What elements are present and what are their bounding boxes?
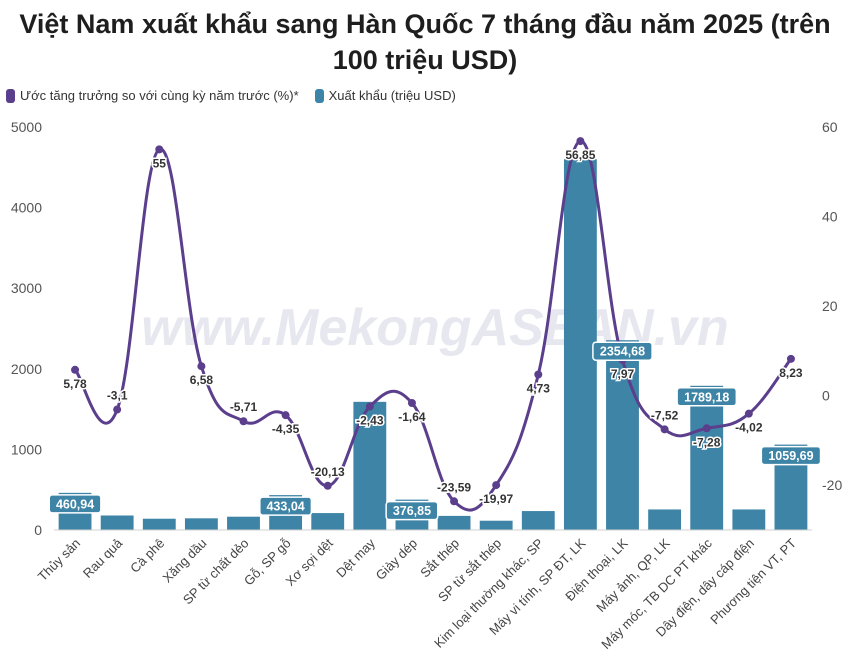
growth-point xyxy=(492,481,501,490)
growth-data-label: -3,1 xyxy=(107,389,128,403)
x-tick-label: Giày dép xyxy=(373,536,420,583)
growth-point xyxy=(239,417,248,426)
growth-line xyxy=(73,139,793,512)
bar-data-label: 433,04 xyxy=(266,500,304,514)
y-left-tick-label: 4000 xyxy=(11,200,42,216)
bar xyxy=(437,515,471,530)
y-right-tick-label: 0 xyxy=(822,388,830,404)
y-right-tick-label: -20 xyxy=(822,477,842,493)
growth-data-label: 7,97 xyxy=(611,367,635,381)
growth-data-label: -7,52 xyxy=(651,408,679,422)
bar xyxy=(479,520,513,530)
chart-title-line-2: 100 triệu USD) xyxy=(332,45,518,75)
y-left-tick-label: 3000 xyxy=(11,280,42,296)
growth-point xyxy=(744,409,753,418)
bar xyxy=(100,515,134,530)
growth-point xyxy=(71,365,80,374)
bar xyxy=(606,340,639,530)
y-left-tick-label: 2000 xyxy=(11,361,42,377)
growth-point xyxy=(281,411,290,420)
growth-data-label: 56,85 xyxy=(565,148,595,162)
bar-data-label: 460,94 xyxy=(56,497,94,511)
bar-data-label-box xyxy=(592,341,653,361)
y-left-tick-label: 5000 xyxy=(11,119,42,135)
growth-point xyxy=(407,399,416,408)
legend-swatch-growth xyxy=(6,88,15,103)
growth-data-label: -1,64 xyxy=(398,410,426,424)
growth-data-label: 6,58 xyxy=(190,373,214,387)
bar xyxy=(563,159,597,531)
growth-data-label: 8,23 xyxy=(779,366,803,380)
bar-data-label-box xyxy=(760,445,822,466)
y-left-tick-label: 0 xyxy=(34,522,42,538)
x-tick-label: Cà phê xyxy=(127,536,167,576)
growth-point xyxy=(450,497,459,506)
growth-point xyxy=(786,354,795,363)
growth-data-label: 5,78 xyxy=(63,377,87,391)
y-right-tick-label: 20 xyxy=(822,298,838,314)
growth-data-label: -2,43 xyxy=(356,414,384,428)
growth-point xyxy=(534,370,543,379)
growth-point xyxy=(113,405,122,414)
bar xyxy=(521,511,555,530)
legend-swatch-export xyxy=(314,88,324,103)
bar xyxy=(648,509,682,530)
growth-data-label: -19,97 xyxy=(479,492,513,506)
x-tick-label: Dệt may xyxy=(333,535,378,580)
y-right-tick-label: 40 xyxy=(822,209,838,225)
growth-point xyxy=(365,402,374,411)
growth-data-label: -4,35 xyxy=(272,422,300,436)
growth-data-label: -23,59 xyxy=(437,480,471,494)
bar-data-label-box xyxy=(48,494,102,514)
growth-point xyxy=(660,425,669,434)
growth-point xyxy=(576,137,585,146)
bar xyxy=(142,518,176,530)
bar-data-label-box xyxy=(676,387,738,407)
bar-data-label: 376,85 xyxy=(393,504,431,518)
growth-point xyxy=(702,424,711,433)
bar xyxy=(227,516,260,530)
bar xyxy=(311,513,345,530)
chart-title-line-1: Việt Nam xuất khẩu sang Hàn Quốc 7 tháng… xyxy=(19,9,831,39)
y-left-tick-label: 1000 xyxy=(11,441,42,457)
bar xyxy=(690,385,724,530)
x-tick-label: Rau quả xyxy=(80,535,126,581)
growth-data-label: 55 xyxy=(153,156,167,170)
legend-item-growth: Ước tăng trưởng so với cùng kỳ năm trước… xyxy=(6,88,299,103)
bar-data-label: 1059,69 xyxy=(768,449,813,463)
legend-item-export: Xuất khẩu (triệu USD) xyxy=(314,88,456,103)
y-right-tick-label: 60 xyxy=(822,119,838,135)
growth-data-label: -4,02 xyxy=(735,421,763,435)
growth-point xyxy=(155,145,164,154)
x-tick-label: Máy ảnh, QP, LK xyxy=(593,535,673,615)
bar xyxy=(184,518,218,530)
bar-data-label-box xyxy=(259,496,313,516)
legend-label-growth: Ước tăng trưởng so với cùng kỳ năm trước… xyxy=(20,88,299,103)
bar xyxy=(732,509,766,530)
chart-title: Việt Nam xuất khẩu sang Hàn Quốc 7 tháng… xyxy=(0,6,850,78)
labels-layer: 5,78 -3,1 55 6,58 -5,71 -4,35 -20,13 -2,43 -1,64… xyxy=(48,147,822,521)
bar-data-label: 2354,68 xyxy=(600,345,645,359)
growth-data-label: -7,28 xyxy=(693,435,721,449)
bar-data-label-box xyxy=(385,500,439,521)
growth-data-label: -20,13 xyxy=(311,465,345,479)
growth-point xyxy=(323,481,332,490)
growth-data-label: 4,73 xyxy=(527,381,551,395)
growth-data-label: -5,71 xyxy=(230,400,258,414)
growth-point xyxy=(197,362,206,371)
x-tick-label: Thủy sản xyxy=(35,536,83,584)
chart-legend: Ước tăng trưởng so với cùng kỳ năm trước… xyxy=(6,88,472,103)
legend-label-export: Xuất khẩu (triệu USD) xyxy=(328,88,456,103)
bar-data-label: 1789,18 xyxy=(684,390,729,404)
axes-layer: 0 1000 2000 3000 4000 5000 -20 0 20 40 60 Thủy sảnR… xyxy=(11,119,843,652)
